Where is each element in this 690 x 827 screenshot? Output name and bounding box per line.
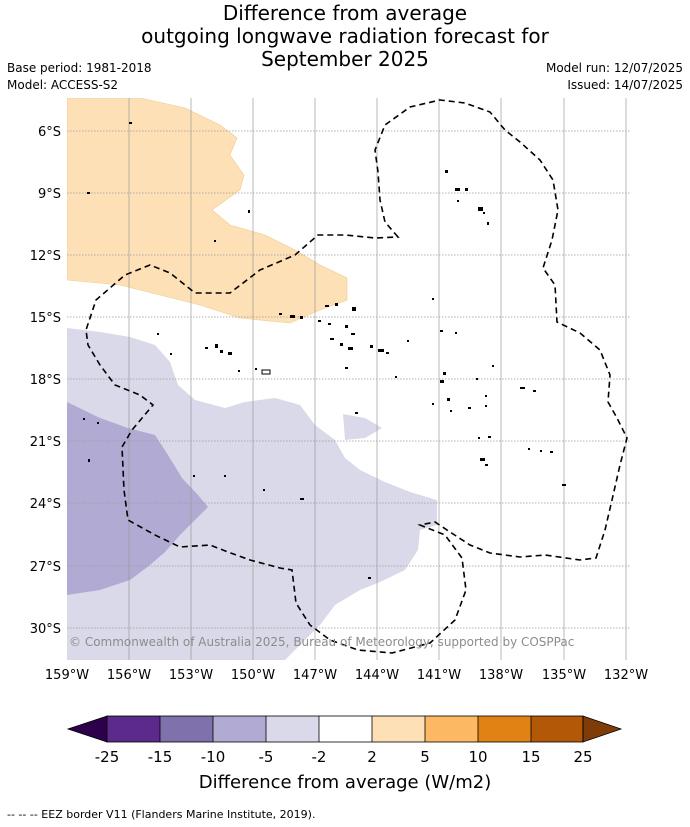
colorbar-over-arrow [582,715,623,743]
lat-label: 6°S [38,125,61,140]
colorbar-segment [531,716,583,742]
lat-label: 30°S [30,622,61,637]
map-area: © Commonwealth of Australia 2025, Bureau… [67,98,630,660]
lon-label: 159°W [45,668,89,683]
colorbar-outline [106,715,584,743]
colorbar-under-arrow [66,715,108,743]
lon-label: 132°W [604,668,648,683]
lon-label: 138°W [479,668,523,683]
title-line-3: September 2025 [261,47,429,71]
eez-border [85,99,628,654]
islands [83,122,566,579]
eez-legend-footnote: -- -- -- EEZ border V11 (Flanders Marine… [7,808,316,821]
lon-label: 156°W [107,668,151,683]
colorbar-tick: 5 [420,748,430,766]
colorbar-tick: -2 [312,748,327,766]
base-period: Base period: 1981-2018 [7,61,152,75]
meta-right: Model run: 12/07/2025 Issued: 14/07/2025 [546,60,683,94]
lat-label: 9°S [38,187,61,202]
anomaly-region-negative-2-5 [67,328,437,660]
colorbar-tick: -10 [201,748,226,766]
anomaly-patch-negative-small [343,414,382,440]
colorbar-dividers [159,716,532,742]
longitude-labels: 159°W 156°W 153°W 150°W 147°W 144°W 141°… [45,668,648,683]
colorbar-tick: 25 [573,748,592,766]
lat-label: 12°S [30,249,61,264]
copyright-notice: © Commonwealth of Australia 2025, Bureau… [69,635,574,649]
meta-left: Base period: 1981-2018 Model: ACCESS-S2 [7,60,152,94]
colorbar-segment [425,716,478,742]
colorbar-tick: -25 [95,748,120,766]
lat-label: 15°S [30,311,61,326]
lon-label: 150°W [231,668,275,683]
colorbar-tick: -15 [148,748,173,766]
lat-label: 18°S [30,373,61,388]
colorbar-segment [372,716,425,742]
graticule [67,98,630,660]
model-name: Model: ACCESS-S2 [7,78,119,92]
lon-label: 153°W [169,668,213,683]
colorbar-tick: -5 [259,748,274,766]
latitude-labels: 6°S 9°S 12°S 15°S 18°S 21°S 24°S 27°S 30… [30,125,61,637]
colorbar-segment [107,716,160,742]
colorbar-segment [319,716,372,742]
lon-label: 135°W [542,668,586,683]
anomaly-region-negative-5-10 [67,402,208,595]
lon-label: 147°W [293,668,337,683]
colorbar-segment [266,716,319,742]
colorbar-label: Difference from average (W/m2) [199,772,491,793]
lat-label: 27°S [30,560,61,575]
issued-date: Issued: 14/07/2025 [567,78,683,92]
colorbar-tick: 15 [521,748,540,766]
colorbar: -25 -15 -10 -5 -2 2 5 10 15 25 Differenc… [66,715,623,793]
colorbar-segment [478,716,531,742]
title-line-1: Difference from average [222,1,468,25]
colorbar-segment [213,716,266,742]
title-line-2: outgoing longwave radiation forecast for [141,24,549,48]
anomaly-region-positive-2-5 [67,98,348,324]
lat-label: 21°S [30,435,61,450]
colorbar-tick-labels: -25 -15 -10 -5 -2 2 5 10 15 25 [95,748,593,766]
colorbar-segment [160,716,213,742]
colorbar-tick: 2 [367,748,377,766]
lat-label: 24°S [30,497,61,512]
lon-label: 144°W [355,668,399,683]
model-run: Model run: 12/07/2025 [545,61,683,75]
colorbar-tick: 10 [468,748,487,766]
map-title: Difference from average outgoing longwav… [0,2,690,71]
lon-label: 141°W [417,668,461,683]
